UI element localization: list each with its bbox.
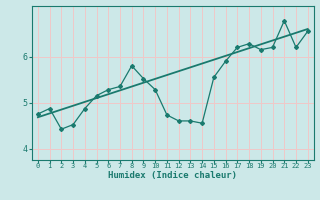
X-axis label: Humidex (Indice chaleur): Humidex (Indice chaleur) <box>108 171 237 180</box>
